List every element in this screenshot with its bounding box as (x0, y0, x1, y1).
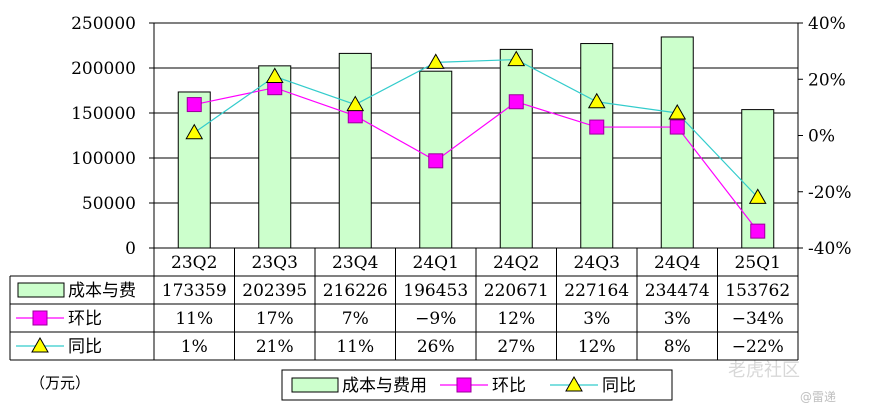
huanbi-value-24Q3: 3% (583, 309, 610, 329)
right-tick-label-0: -40% (808, 239, 852, 259)
bar-23Q3 (258, 65, 292, 249)
cost-value-24Q3: 227164 (564, 281, 629, 301)
right-tick-label-1: -20% (808, 183, 852, 203)
huanbi-value-23Q2: 11% (175, 309, 213, 329)
x-tick-label-23Q3: 23Q3 (252, 253, 298, 273)
bar-24Q2 (499, 48, 533, 249)
row-key-tongbi-marker (31, 336, 49, 353)
legend-tongbi-label: 同比 (602, 376, 636, 396)
huanbi-point-24Q1 (428, 153, 444, 169)
tongbi-point-23Q3 (265, 67, 284, 83)
left-tick-label-1: 50000 (82, 194, 136, 214)
tongbi-point-24Q2 (507, 50, 526, 67)
right-tick-label-4: 40% (808, 14, 846, 34)
legend-huanbi-marker (456, 377, 472, 393)
huanbi-point-24Q2 (508, 94, 524, 110)
x-tick-label-25Q1: 25Q1 (735, 253, 781, 273)
cost-value-23Q2: 173359 (162, 281, 227, 301)
legend-huanbi-label: 环比 (492, 376, 526, 396)
tongbi-value-23Q4: 11% (336, 337, 374, 357)
bar-24Q4 (660, 36, 694, 249)
tongbi-point-23Q4 (346, 95, 365, 112)
huanbi-value-25Q1: −34% (732, 309, 784, 329)
huanbi-value-23Q3: 17% (256, 309, 294, 329)
huanbi-line (194, 87, 759, 232)
cost-value-24Q4: 234474 (645, 281, 710, 301)
bar-23Q2 (177, 91, 211, 249)
huanbi-value-24Q1: −9% (415, 309, 456, 329)
legend-cost-swatch (291, 377, 339, 393)
left-tick-label-3: 150000 (71, 104, 136, 124)
cost-value-24Q1: 196453 (403, 281, 468, 301)
legend-tongbi-marker (565, 375, 583, 392)
row-label-cost: 成本与费 (68, 281, 136, 301)
x-tick-label-24Q3: 24Q3 (574, 253, 620, 273)
tongbi-value-23Q2: 1% (181, 337, 208, 357)
tongbi-value-24Q1: 26% (417, 337, 455, 357)
left-tick-label-2: 100000 (71, 149, 136, 169)
watermark-text: 老虎社区 (728, 360, 800, 381)
x-tick-label-23Q4: 23Q4 (332, 253, 378, 273)
huanbi-point-24Q4 (669, 119, 685, 135)
tongbi-value-23Q3: 21% (256, 337, 294, 357)
left-tick-label-0: 0 (125, 239, 136, 259)
right-tick-label-2: 0% (808, 127, 835, 147)
x-tick-label-24Q2: 24Q2 (493, 253, 539, 273)
huanbi-point-25Q1 (750, 223, 766, 239)
tongbi-point-25Q1 (748, 188, 767, 204)
tongbi-value-25Q1: −22% (732, 337, 784, 357)
left-tick-label-4: 200000 (71, 59, 136, 79)
watermark-sub: @雷递 (800, 390, 837, 404)
tongbi-point-23Q2 (185, 123, 204, 140)
cost-value-24Q2: 220671 (484, 281, 549, 301)
huanbi-point-24Q3 (589, 119, 605, 135)
row-label-huanbi: 环比 (68, 309, 102, 329)
row-key-huanbi-marker (32, 310, 48, 326)
legend-cost-label: 成本与费用 (342, 376, 427, 396)
cost-value-23Q3: 202395 (242, 281, 307, 301)
cost-value-25Q1: 153762 (725, 281, 790, 301)
x-tick-label-24Q1: 24Q1 (413, 253, 459, 273)
row-key-cost-swatch (17, 282, 65, 298)
bar-23Q4 (338, 52, 372, 249)
unit-label: （万元） (30, 374, 91, 392)
huanbi-point-23Q2 (186, 97, 202, 113)
tongbi-point-24Q4 (668, 103, 687, 120)
x-tick-label-23Q2: 23Q2 (171, 253, 217, 273)
tongbi-point-24Q3 (587, 92, 606, 109)
huanbi-value-24Q4: 3% (664, 309, 691, 329)
huanbi-value-24Q2: 12% (497, 309, 535, 329)
left-tick-label-5: 250000 (71, 14, 136, 34)
tongbi-line (193, 58, 759, 198)
x-tick-label-24Q4: 24Q4 (654, 253, 700, 273)
row-label-tongbi: 同比 (68, 337, 102, 357)
tongbi-value-24Q2: 27% (497, 337, 535, 357)
bar-24Q3 (580, 43, 614, 249)
cost-value-23Q4: 216226 (323, 281, 388, 301)
huanbi-value-23Q4: 7% (342, 309, 369, 329)
right-tick-label-3: 20% (808, 70, 846, 90)
tongbi-value-24Q3: 12% (578, 337, 616, 357)
tongbi-point-24Q1 (426, 53, 445, 69)
tongbi-value-24Q4: 8% (664, 337, 691, 357)
